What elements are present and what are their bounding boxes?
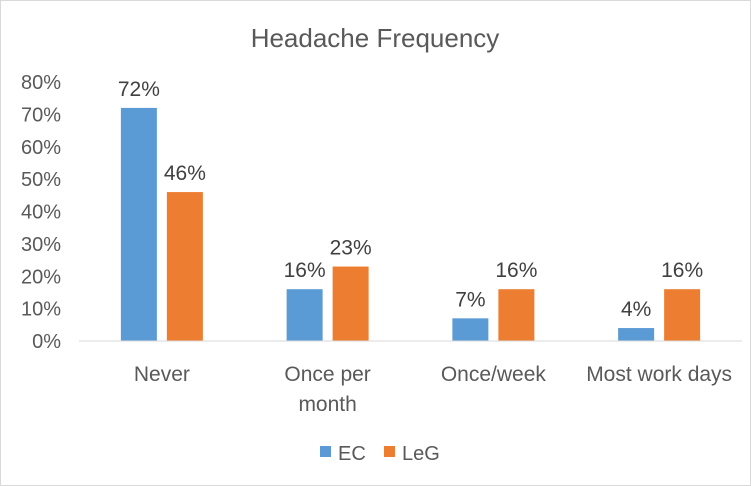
data-label: 46% (164, 162, 206, 185)
y-tick-label: 10% (21, 299, 61, 321)
data-label: 16% (284, 259, 326, 282)
x-axis-categories: Never Once per month Once/week Most work day… (134, 363, 732, 416)
x-category-label: Most work days (586, 363, 732, 386)
bars (120, 107, 701, 342)
y-tick-label: 0% (32, 331, 61, 353)
data-label: 7% (455, 288, 485, 311)
y-tick-label: 80% (21, 72, 61, 94)
legend: EC LeG (320, 443, 440, 465)
y-tick-label: 40% (21, 202, 61, 224)
x-category-label: Never (134, 363, 190, 386)
y-tick-label: 50% (21, 169, 61, 191)
bar-leg-0 (166, 192, 203, 341)
y-tick-label: 30% (21, 234, 61, 256)
bar-leg-3 (664, 289, 701, 341)
data-label: 16% (495, 259, 537, 282)
legend-label-leg: LeG (402, 443, 440, 465)
x-category-label: month (298, 393, 356, 416)
y-tick-label: 20% (21, 266, 61, 288)
y-tick-label: 60% (21, 137, 61, 159)
y-tick-label: 70% (21, 104, 61, 126)
bar-ec-0 (120, 107, 157, 342)
bar-ec-1 (286, 289, 323, 341)
data-label: 4% (621, 298, 651, 321)
data-labels: 72%46%16%23%7%16%4%16% (118, 78, 703, 321)
legend-label-ec: EC (338, 443, 366, 465)
x-category-label: Once/week (441, 363, 547, 386)
legend-swatch-leg (384, 446, 395, 457)
data-label: 23% (330, 237, 372, 260)
bar-leg-2 (498, 289, 535, 341)
legend-swatch-ec (320, 446, 331, 457)
bar-ec-2 (452, 318, 489, 341)
x-category-label: Once per (284, 363, 370, 386)
bar-ec-3 (618, 328, 655, 341)
bar-leg-1 (332, 266, 369, 341)
data-label: 72% (118, 78, 160, 101)
chart-title: Headache Frequency (251, 23, 500, 53)
y-axis: 0% 10% 20% 30% 40% 50% 60% 70% 80% (21, 72, 61, 353)
data-label: 16% (661, 259, 703, 282)
